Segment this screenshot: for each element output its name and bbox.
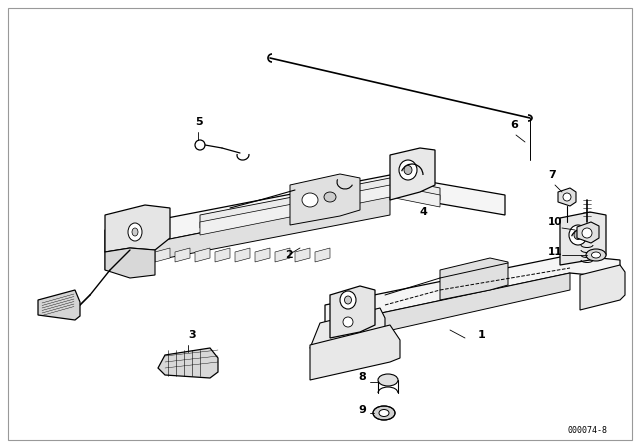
Polygon shape xyxy=(155,248,170,262)
Ellipse shape xyxy=(378,374,398,386)
Text: 11: 11 xyxy=(548,247,563,257)
Ellipse shape xyxy=(302,193,318,207)
Ellipse shape xyxy=(404,165,412,175)
Polygon shape xyxy=(235,248,250,262)
Polygon shape xyxy=(440,258,508,300)
Ellipse shape xyxy=(128,223,142,241)
Ellipse shape xyxy=(324,192,336,202)
Polygon shape xyxy=(200,185,440,235)
Text: 3: 3 xyxy=(188,330,196,340)
Polygon shape xyxy=(105,205,170,252)
Text: 1: 1 xyxy=(478,330,486,340)
Text: 6: 6 xyxy=(510,120,518,130)
Polygon shape xyxy=(158,348,218,378)
Polygon shape xyxy=(115,248,130,262)
Polygon shape xyxy=(200,178,440,228)
Polygon shape xyxy=(295,248,310,262)
Polygon shape xyxy=(215,248,230,262)
Text: 000074-8: 000074-8 xyxy=(568,426,608,435)
Polygon shape xyxy=(560,212,606,265)
Ellipse shape xyxy=(582,228,592,238)
Polygon shape xyxy=(290,174,360,225)
Polygon shape xyxy=(325,273,570,345)
Text: 9: 9 xyxy=(358,405,366,415)
Polygon shape xyxy=(325,255,620,325)
Polygon shape xyxy=(580,265,625,310)
Ellipse shape xyxy=(563,193,571,201)
Polygon shape xyxy=(315,248,330,262)
Ellipse shape xyxy=(591,252,600,258)
Ellipse shape xyxy=(399,160,417,180)
Polygon shape xyxy=(310,325,400,380)
Polygon shape xyxy=(135,248,150,262)
Polygon shape xyxy=(175,248,190,262)
Polygon shape xyxy=(558,188,576,206)
Polygon shape xyxy=(195,248,210,262)
Ellipse shape xyxy=(373,406,395,420)
Ellipse shape xyxy=(195,140,205,150)
Ellipse shape xyxy=(340,291,356,309)
Polygon shape xyxy=(275,248,290,262)
Polygon shape xyxy=(577,222,599,243)
Text: 4: 4 xyxy=(420,207,428,217)
Polygon shape xyxy=(105,248,155,278)
Text: 2: 2 xyxy=(285,250,292,260)
Ellipse shape xyxy=(132,228,138,236)
Polygon shape xyxy=(310,308,385,355)
Polygon shape xyxy=(105,195,390,270)
Polygon shape xyxy=(255,248,270,262)
Text: 10: 10 xyxy=(548,217,563,227)
Text: 8: 8 xyxy=(358,372,365,382)
Ellipse shape xyxy=(574,231,582,240)
Polygon shape xyxy=(330,286,375,338)
Ellipse shape xyxy=(569,225,587,245)
Text: 5: 5 xyxy=(195,117,203,127)
Ellipse shape xyxy=(586,249,606,261)
Polygon shape xyxy=(390,148,435,200)
Polygon shape xyxy=(38,290,80,320)
Text: 7: 7 xyxy=(548,170,556,180)
Ellipse shape xyxy=(379,409,389,417)
Polygon shape xyxy=(105,175,505,252)
Ellipse shape xyxy=(344,296,351,304)
Ellipse shape xyxy=(343,317,353,327)
